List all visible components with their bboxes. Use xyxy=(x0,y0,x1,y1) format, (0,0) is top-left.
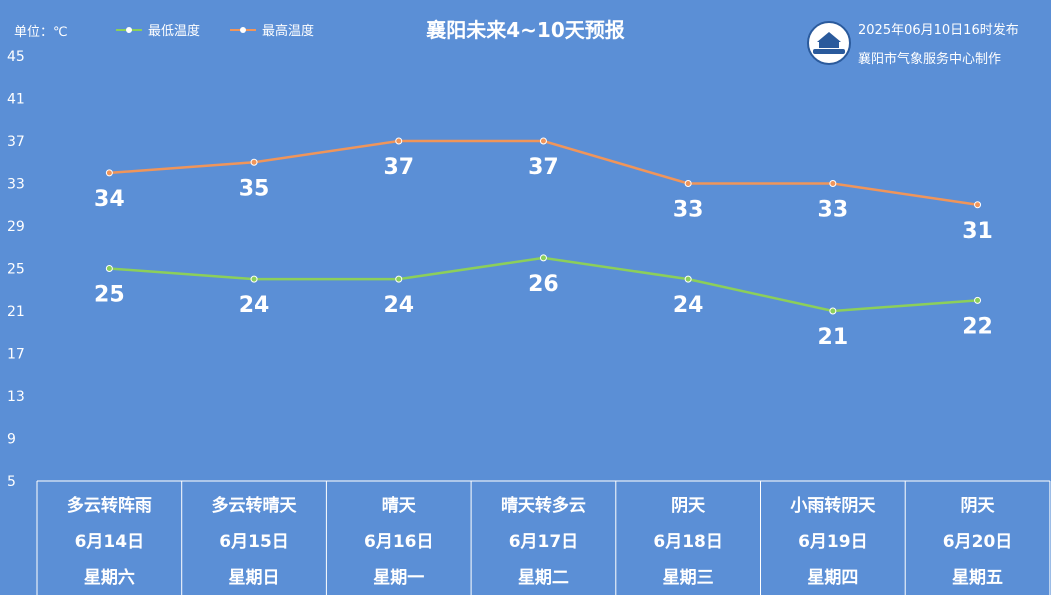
y-tick-label: 41 xyxy=(7,92,25,108)
y-tick-label: 29 xyxy=(7,219,25,235)
day-date: 6月20日 xyxy=(943,532,1013,552)
high-temp-label: 37 xyxy=(528,155,559,180)
day-weekday: 星期三 xyxy=(663,568,714,588)
day-date: 6月15日 xyxy=(219,532,289,552)
legend-high: 最高温度 xyxy=(230,20,314,39)
high-temp-point xyxy=(105,169,113,177)
day-date: 6月14日 xyxy=(75,532,145,552)
low-temp-point xyxy=(829,307,837,315)
low-temp-label: 25 xyxy=(94,283,125,308)
y-tick-label: 45 xyxy=(7,49,25,65)
low-temp-point xyxy=(250,275,258,283)
maker-credit: 襄阳市气象服务中心制作 xyxy=(858,52,1002,67)
y-tick-label: 21 xyxy=(7,304,25,320)
y-tick-label: 17 xyxy=(7,347,25,363)
day-weekday: 星期二 xyxy=(518,568,569,588)
high-temp-point xyxy=(684,180,692,187)
y-tick-label: 13 xyxy=(7,389,25,405)
y-tick-label: 9 xyxy=(7,432,16,448)
day-weekday: 星期日 xyxy=(229,568,280,588)
day-weather: 阴天 xyxy=(671,496,706,516)
publish-time: 2025年06月10日16时发布 xyxy=(858,23,1019,38)
y-tick-label: 5 xyxy=(7,474,16,490)
unit-label: 单位：℃ xyxy=(14,25,68,40)
meteorology-logo xyxy=(807,21,851,65)
y-tick-label: 25 xyxy=(7,262,25,278)
high-temp-point xyxy=(395,137,403,145)
day-date: 6月18日 xyxy=(653,532,723,552)
y-tick-label: 37 xyxy=(7,134,25,150)
legend-low: 最低温度 xyxy=(116,20,200,39)
chart-title: 襄阳未来4~10天预报 xyxy=(426,18,625,42)
day-date: 6月17日 xyxy=(509,532,579,552)
day-date: 6月19日 xyxy=(798,532,868,552)
high-temp-point xyxy=(829,180,837,187)
day-weather: 多云转晴天 xyxy=(212,495,298,516)
high-temp-label: 35 xyxy=(239,176,270,201)
low-temp-point xyxy=(974,296,982,304)
high-temp-label: 33 xyxy=(673,198,704,223)
low-temp-label: 24 xyxy=(239,293,270,318)
high-temp-label: 31 xyxy=(962,219,993,244)
legend-high-label: 最高温度 xyxy=(262,24,315,39)
day-weather: 晴天转多云 xyxy=(501,495,586,516)
low-temp-label: 21 xyxy=(818,325,849,350)
day-weather: 阴天 xyxy=(961,496,996,516)
legend-low-swatch xyxy=(116,26,142,33)
low-temp-label: 24 xyxy=(383,293,414,318)
high-temp-label: 37 xyxy=(383,155,414,180)
day-weekday: 星期六 xyxy=(84,567,135,588)
low-temp-point xyxy=(684,275,692,283)
high-temp-label: 33 xyxy=(818,198,849,223)
legend-low-label: 最低温度 xyxy=(148,24,201,39)
low-temp-point xyxy=(105,265,113,272)
low-temp-label: 22 xyxy=(962,314,993,339)
low-temp-point xyxy=(539,254,547,262)
day-date: 6月16日 xyxy=(364,532,434,552)
high-temp-label: 34 xyxy=(94,187,125,212)
day-weather: 小雨转阴天 xyxy=(790,495,876,516)
low-temp-label: 26 xyxy=(528,272,559,297)
day-weather: 多云转阵雨 xyxy=(67,495,152,516)
day-weekday: 星期一 xyxy=(373,568,424,588)
high-temp-point xyxy=(250,158,258,166)
low-temp-point xyxy=(395,275,403,283)
day-weekday: 星期四 xyxy=(807,568,858,588)
legend-high-swatch xyxy=(230,26,256,33)
high-temp-point xyxy=(539,137,547,145)
y-tick-label: 33 xyxy=(7,177,25,193)
day-weekday: 星期五 xyxy=(952,568,1003,588)
high-temp-point xyxy=(974,201,982,209)
day-weather: 晴天 xyxy=(382,496,417,516)
low-temp-label: 24 xyxy=(673,293,704,318)
